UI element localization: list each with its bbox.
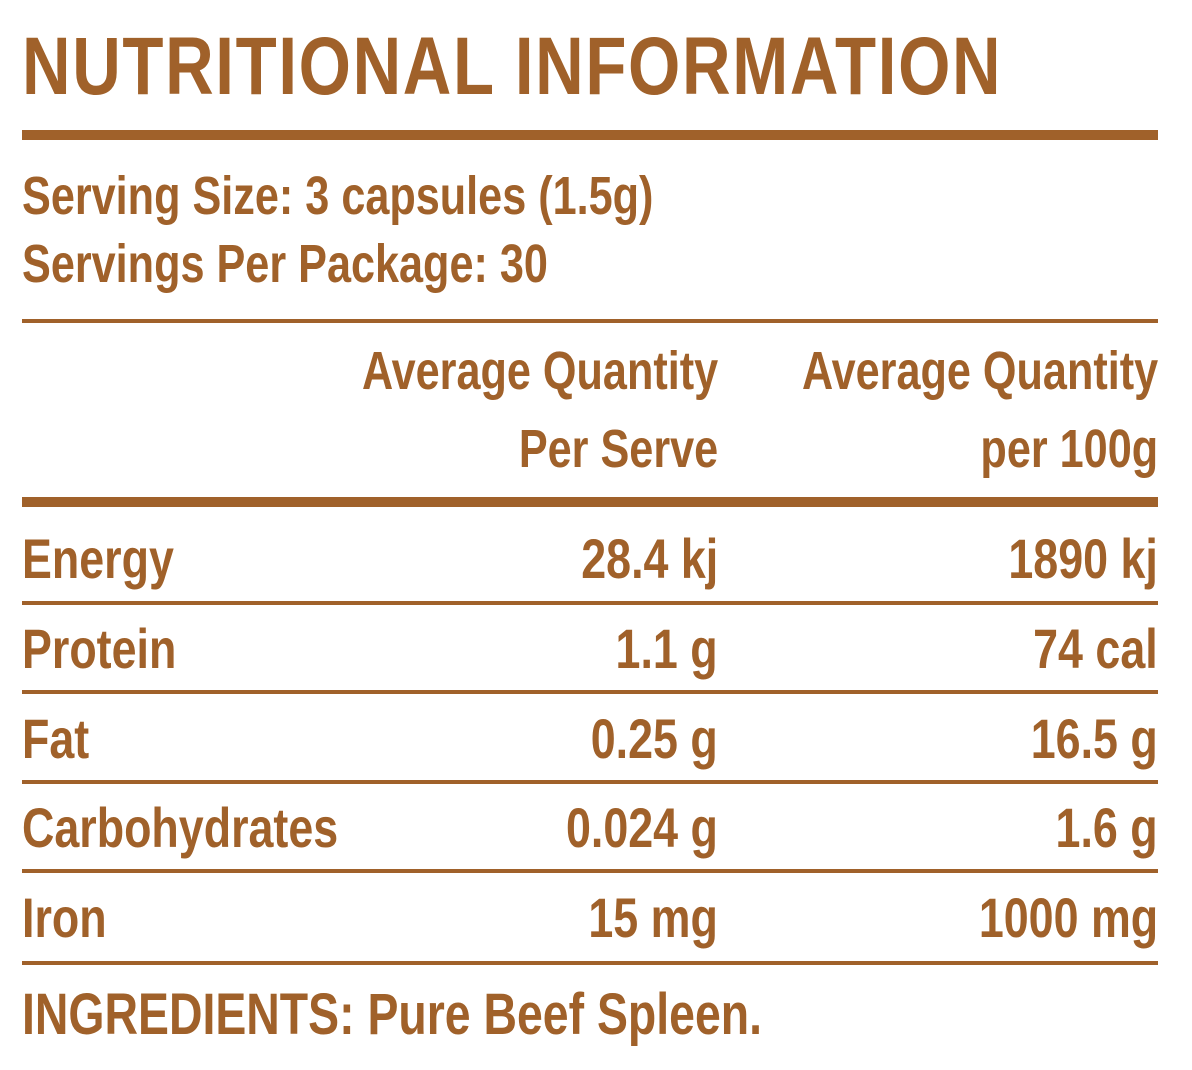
row-divider <box>22 690 1158 694</box>
row-fat-per-serve: 0.25 g <box>590 707 718 770</box>
row-protein-per-serve: 1.1 g <box>615 617 718 680</box>
row-label-fat: Fat <box>22 707 90 770</box>
row-label-protein: Protein <box>22 617 177 680</box>
servings-per-package: Servings Per Package: 30 <box>22 234 548 294</box>
row-energy-per-100g: 1890 kj <box>1008 527 1158 590</box>
header-divider <box>22 497 1158 507</box>
row-iron-per-100g: 1000 mg <box>978 886 1158 949</box>
row-label-iron: Iron <box>22 886 107 949</box>
per-serve-header-line1: Average Quantity <box>361 341 718 401</box>
row-fat-per-100g: 16.5 g <box>1030 707 1158 770</box>
row-carbohydrates-per-100g: 1.6 g <box>1055 796 1158 859</box>
per-100g-header-line1: Average Quantity <box>801 341 1158 401</box>
row-divider <box>22 780 1158 784</box>
panel-title: NUTRITIONAL INFORMATION <box>22 21 1003 112</box>
per-serve-header-line2: Per Serve <box>518 419 718 479</box>
row-divider <box>22 961 1158 965</box>
row-divider <box>22 601 1158 605</box>
row-energy-per-serve: 28.4 kj <box>580 527 718 590</box>
serving-divider <box>22 319 1158 323</box>
title-divider <box>22 130 1158 140</box>
row-label-carbohydrates: Carbohydrates <box>22 796 339 859</box>
serving-size: Serving Size: 3 capsules (1.5g) <box>22 166 654 226</box>
per-100g-header-line2: per 100g <box>980 419 1158 479</box>
ingredients-text: Pure Beef Spleen. <box>367 982 762 1047</box>
row-iron-per-serve: 15 mg <box>588 886 718 949</box>
ingredients-line: INGREDIENTS: Pure Beef Spleen. <box>22 980 762 1050</box>
row-protein-per-100g: 74 cal <box>1033 617 1158 680</box>
row-divider <box>22 869 1158 873</box>
row-label-energy: Energy <box>22 527 174 590</box>
nutrition-panel: NUTRITIONAL INFORMATION Serving Size: 3 … <box>22 0 1158 1070</box>
row-carbohydrates-per-serve: 0.024 g <box>566 796 718 859</box>
ingredients-label: INGREDIENTS: <box>22 982 355 1047</box>
